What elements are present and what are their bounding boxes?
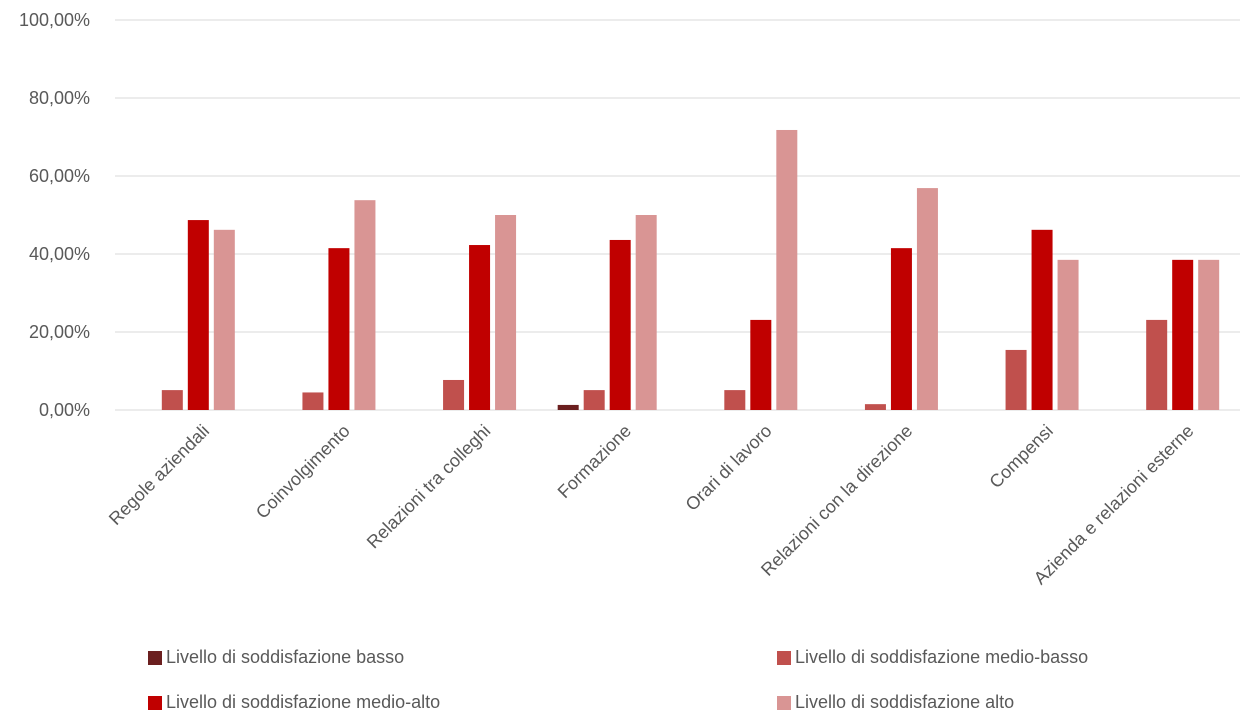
bar	[328, 248, 350, 410]
x-category-label: Coinvolgimento	[252, 421, 354, 523]
y-tick-label: 60,00%	[29, 166, 90, 186]
bar	[750, 319, 772, 410]
bar	[354, 200, 376, 410]
bar	[635, 215, 657, 410]
bar	[495, 215, 517, 410]
bar	[161, 390, 183, 410]
bar	[213, 229, 235, 410]
bar	[1172, 259, 1194, 410]
x-category-label: Formazione	[554, 421, 635, 502]
bar	[1031, 229, 1053, 410]
y-tick-label: 100,00%	[19, 10, 90, 30]
bar	[443, 379, 465, 410]
bar	[916, 188, 938, 410]
bars	[161, 129, 1220, 411]
bar	[583, 390, 605, 410]
y-tick-label: 80,00%	[29, 88, 90, 108]
x-category-label: Relazioni con la direzione	[757, 421, 916, 580]
bar	[890, 248, 912, 410]
bar	[1005, 349, 1027, 410]
x-category-label: Compensi	[985, 421, 1056, 492]
bar	[469, 245, 491, 410]
bar	[187, 220, 209, 410]
x-category-label: Regole aziendali	[105, 421, 213, 529]
y-tick-label: 20,00%	[29, 322, 90, 342]
x-category-label: Relazioni tra colleghi	[363, 421, 495, 553]
bar	[609, 239, 631, 410]
y-axis-tick-labels: 0,00% 20,00% 40,00% 60,00% 80,00% 100,00%	[19, 10, 90, 420]
y-tick-label: 0,00%	[39, 400, 90, 420]
bar	[724, 390, 746, 410]
bar	[864, 404, 886, 410]
x-axis-category-labels: Regole aziendali Coinvolgimento Relazioni …	[105, 421, 1198, 589]
x-category-label: Orari di lavoro	[682, 421, 776, 515]
x-category-label: Azienda e relazioni esterne	[1030, 421, 1198, 589]
bar	[557, 404, 579, 410]
bar	[1057, 259, 1079, 410]
bar	[1146, 319, 1168, 410]
bar	[776, 129, 798, 411]
bar	[302, 392, 324, 410]
y-tick-label: 40,00%	[29, 244, 90, 264]
bar	[1198, 259, 1220, 410]
